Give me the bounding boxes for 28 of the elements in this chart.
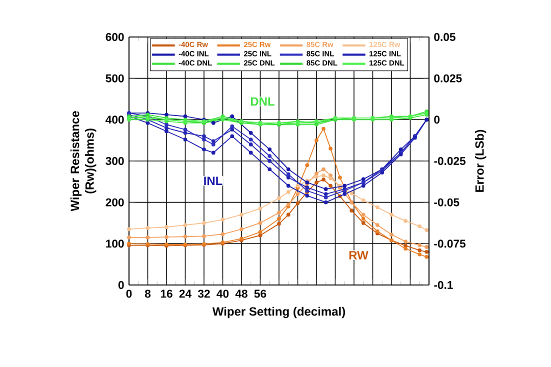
annotation: RW — [349, 251, 368, 260]
y-tick-label: 300 — [106, 156, 124, 166]
x-tick-label: 24 — [179, 290, 192, 298]
y2-tick-label: 0.025 — [434, 74, 462, 82]
y-tick-label: 200 — [106, 198, 124, 206]
y2-tick-label: 0 — [434, 116, 440, 124]
y2-tick-label: -0.1 — [434, 280, 453, 289]
x-tick-label: 48 — [235, 290, 248, 298]
y2-tick-label: -0.075 — [434, 240, 466, 248]
y-tick-label: 100 — [106, 240, 124, 248]
y-tick-label: 500 — [106, 74, 124, 82]
y2-tick-label: -0.025 — [434, 156, 466, 165]
y-axis-title: Wiper Resistance (Rw)(ohms) — [70, 111, 96, 212]
y2-tick-label: 0.05 — [434, 32, 456, 41]
x-axis-title: Wiper Setting (decimal) — [212, 306, 346, 318]
y-tick-label: 600 — [106, 32, 124, 41]
y2-tick-label: -0.05 — [434, 198, 460, 206]
x-tick-label: 16 — [160, 290, 172, 298]
x-tick-label: 56 — [254, 290, 266, 298]
annotation: DNL — [250, 97, 274, 106]
x-tick-label: 8 — [144, 290, 151, 298]
y-tick-label: 0 — [118, 280, 124, 289]
x-tick-label: 32 — [198, 290, 210, 298]
y2-axis-title: Error (LSb) — [474, 130, 486, 192]
x-tick-label: 0 — [126, 290, 132, 298]
annotation: INL — [204, 176, 222, 185]
y-tick-label: 400 — [106, 116, 124, 124]
x-tick-label: 40 — [216, 290, 229, 298]
